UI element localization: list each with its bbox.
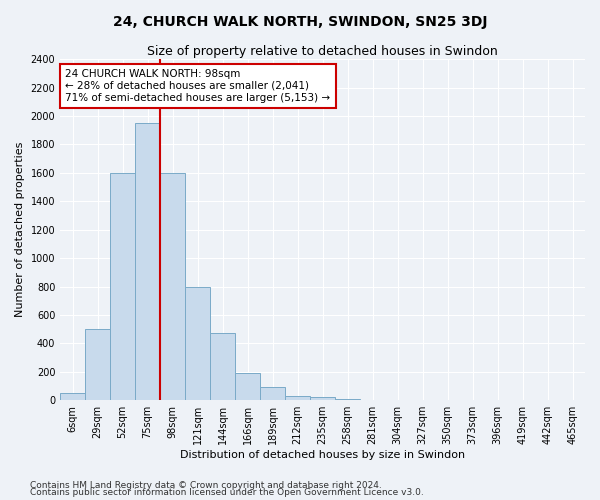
Bar xyxy=(285,396,310,400)
Text: Contains HM Land Registry data © Crown copyright and database right 2024.: Contains HM Land Registry data © Crown c… xyxy=(30,480,382,490)
X-axis label: Distribution of detached houses by size in Swindon: Distribution of detached houses by size … xyxy=(180,450,465,460)
Text: 24 CHURCH WALK NORTH: 98sqm
← 28% of detached houses are smaller (2,041)
71% of : 24 CHURCH WALK NORTH: 98sqm ← 28% of det… xyxy=(65,70,331,102)
Bar xyxy=(185,286,210,400)
Bar xyxy=(260,388,285,400)
Bar xyxy=(335,399,360,400)
Bar xyxy=(160,173,185,400)
Title: Size of property relative to detached houses in Swindon: Size of property relative to detached ho… xyxy=(147,45,498,58)
Bar xyxy=(235,373,260,400)
Text: Contains public sector information licensed under the Open Government Licence v3: Contains public sector information licen… xyxy=(30,488,424,497)
Bar xyxy=(60,393,85,400)
Text: 24, CHURCH WALK NORTH, SWINDON, SN25 3DJ: 24, CHURCH WALK NORTH, SWINDON, SN25 3DJ xyxy=(113,15,487,29)
Bar xyxy=(85,329,110,400)
Bar xyxy=(135,123,160,400)
Y-axis label: Number of detached properties: Number of detached properties xyxy=(15,142,25,318)
Bar xyxy=(310,398,335,400)
Bar xyxy=(210,334,235,400)
Bar xyxy=(110,173,135,400)
